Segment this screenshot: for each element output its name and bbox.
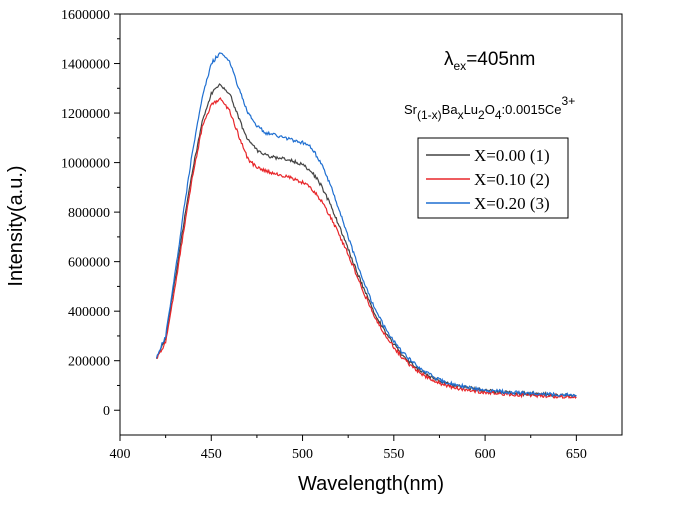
legend-label: X=0.00 (1) [474,146,550,165]
excitation-annotation: λex=405nm [444,49,535,73]
y-tick-label: 800000 [68,206,110,221]
series-lines [155,52,577,399]
y-axis-title: Intensity(a.u.) [5,165,27,286]
lambda-symbol: λ [444,49,454,70]
formula-sub: x [458,108,464,122]
x-tick-label: 450 [201,447,222,462]
formula-part: Sr [404,102,418,117]
y-axis-ticks: 0 200000 400000 600000 800000 1000000 1200000 1… [61,8,120,419]
y-tick-label: 1200000 [61,107,110,122]
series-line [156,97,577,399]
y-tick-label: 600000 [68,256,110,271]
legend-label: X=0.20 (3) [474,194,550,213]
x-tick-label: 650 [566,447,587,462]
y-tick-label: 1000000 [61,157,110,172]
formula-part: O [485,102,495,117]
formula-part: Lu [464,102,478,117]
x-tick-label: 550 [383,447,404,462]
formula-sub: 4 [495,108,502,122]
y-tick-label: 200000 [68,355,110,370]
x-tick-label: 600 [475,447,496,462]
legend: X=0.00 (1) X=0.10 (2) X=0.20 (3) [417,137,569,219]
formula-sub: (1-x) [417,108,442,122]
legend-items: X=0.00 (1) X=0.10 (2) X=0.20 (3) [426,146,550,213]
formula-part: :0.0015Ce [502,102,562,117]
x-tick-label: 500 [292,447,313,462]
y-tick-label: 0 [103,404,110,419]
formula-sup: 3+ [562,94,576,108]
plot-area [119,13,623,436]
formula-sub: 2 [478,108,485,122]
excitation-value: =405nm [466,49,535,70]
y-tick-label: 400000 [68,305,110,320]
y-tick-label: 1600000 [61,8,110,23]
formula-part: Ba [442,102,459,117]
x-axis-ticks: 400 450 500 550 600 650 [110,435,587,462]
legend-box [417,137,569,219]
x-tick-label: 400 [110,447,131,462]
x-axis-title: Wavelength(nm) [298,473,444,495]
formula-annotation: Sr(1-x)BaxLu2O4:0.0015Ce3+ [404,94,575,122]
series-line [155,83,577,398]
lambda-subscript: ex [454,59,467,73]
series-line [155,52,577,398]
y-tick-label: 1400000 [61,58,110,73]
legend-label: X=0.10 (2) [474,170,550,189]
